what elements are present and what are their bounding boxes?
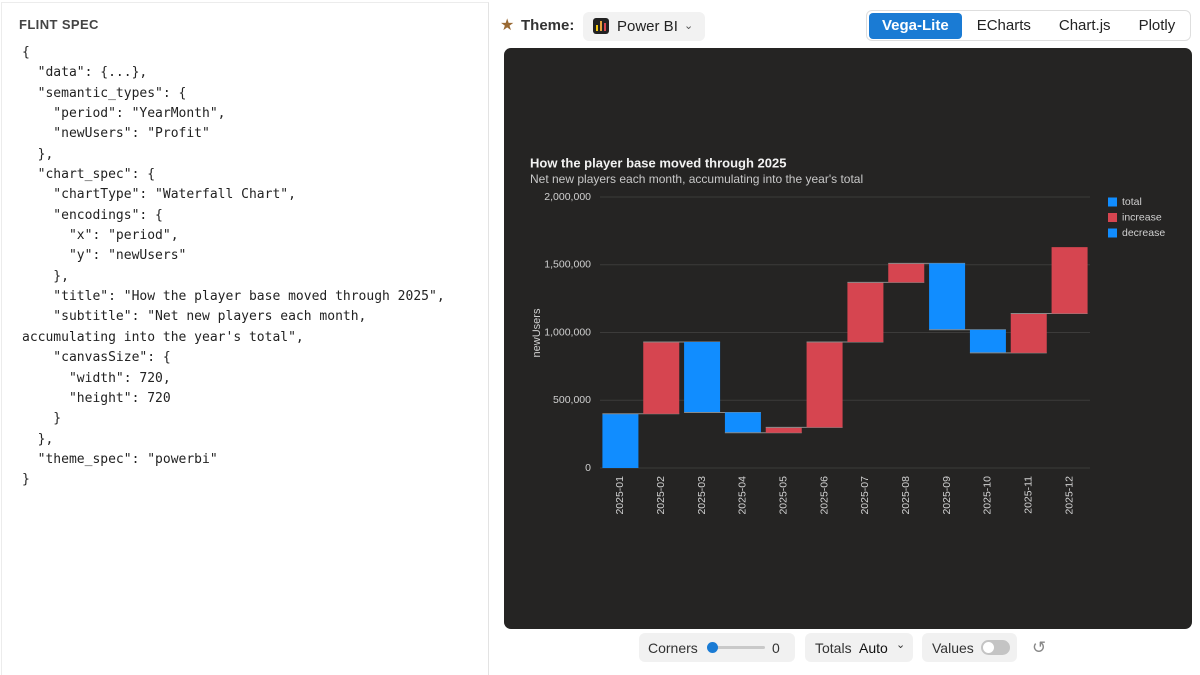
bar <box>888 263 925 283</box>
code-line: }, <box>22 431 54 447</box>
tab[interactable]: Chart.js <box>1058 16 1111 34</box>
x-tick-label: 2025-09 <box>941 476 953 515</box>
tab[interactable]: Vega-Lite <box>869 12 962 39</box>
legend-swatch <box>1108 228 1117 238</box>
code-line: accumulating into the year's total", <box>22 329 304 345</box>
totals-value: Auto <box>859 640 888 656</box>
x-tick-label: 2025-10 <box>982 476 994 515</box>
code-line: "y": "newUsers" <box>22 248 187 264</box>
code-line: } <box>22 411 62 427</box>
code-line: "subtitle": "Net new players each month, <box>22 309 367 325</box>
legend-swatch <box>1108 197 1117 207</box>
chart: How the player base moved through 2025 Ne… <box>530 155 1165 515</box>
library-tabs: Vega-Lite ECharts Chart.js Plotly <box>866 10 1191 41</box>
x-tick-label: 2025-08 <box>900 476 912 515</box>
x-tick-label: 2025-07 <box>859 476 871 515</box>
x-tick-label: 2025-11 <box>1023 476 1035 514</box>
y-tick-label: 0 <box>585 462 591 474</box>
y-tick-label: 500,000 <box>553 394 591 406</box>
chevron: ⌄ <box>896 639 906 651</box>
chart-panel: How the player base moved through 2025 Ne… <box>504 48 1192 629</box>
bar <box>969 329 1006 353</box>
y-axis-title: newUsers <box>531 308 543 357</box>
slider-track[interactable] <box>712 646 765 649</box>
spec-panel: FLINT SPEC { "data": {...}, "semantic_ty… <box>1 2 489 675</box>
code-line: "height": 720 <box>22 390 171 406</box>
corners-label: Corners <box>648 640 698 656</box>
code-line: { <box>22 45 30 60</box>
chart-title: How the player base moved through 2025 <box>530 155 786 170</box>
theme-label: Theme: <box>521 17 575 34</box>
bar <box>929 263 966 330</box>
y-tick-label: 1,000,000 <box>544 326 591 338</box>
legend-label: decrease <box>1122 227 1165 239</box>
code-line: "chartType": "Waterfall Chart", <box>22 187 296 203</box>
x-tick-label: 2025-04 <box>737 476 749 515</box>
code-line: "newUsers": "Profit" <box>22 126 210 142</box>
slider-knob[interactable] <box>707 642 718 653</box>
bar <box>724 412 761 433</box>
code-line: "semantic_types": { <box>22 85 187 101</box>
code-line: "theme_spec": "powerbi" <box>22 451 218 467</box>
code-line: "period": "YearMonth", <box>22 106 226 122</box>
values-toggle[interactable] <box>981 640 1010 655</box>
chevron: ⌄ <box>684 20 694 32</box>
code-line: "title": "How the player base moved thro… <box>22 289 445 305</box>
code-line: "chart_spec": { <box>22 167 156 183</box>
code-line: "canvasSize": { <box>22 350 171 366</box>
values-label: Values <box>932 640 974 656</box>
code-block: { "data": {...}, "semantic_types": { "pe… <box>22 43 445 491</box>
corners-value: 0 <box>772 640 780 656</box>
star-icon: ★ <box>500 17 515 34</box>
bar <box>765 427 802 433</box>
panel-title: FLINT SPEC <box>19 17 99 32</box>
x-tick-label: 2025-01 <box>614 476 626 515</box>
theme-name: Power BI <box>617 18 678 35</box>
x-tick-label: 2025-06 <box>818 476 830 515</box>
x-tick-label: 2025-03 <box>696 476 708 515</box>
legend-label: total <box>1122 196 1142 208</box>
bar <box>806 341 843 428</box>
tab[interactable]: Plotly <box>1138 16 1176 34</box>
values-control: Values <box>922 633 1017 662</box>
code-line: }, <box>22 268 69 284</box>
code-line: "data": {...}, <box>22 65 148 81</box>
bar <box>1051 247 1088 314</box>
x-tick-label: 2025-05 <box>778 476 790 515</box>
corners-control: Corners 0 <box>639 633 795 662</box>
legend-swatch <box>1108 213 1117 222</box>
x-tick-label: 2025-02 <box>655 476 667 515</box>
bar <box>684 341 721 413</box>
bar <box>1010 313 1047 353</box>
tab[interactable]: ECharts <box>976 16 1031 34</box>
y-tick-label: 1,500,000 <box>544 259 591 271</box>
code-line: }, <box>22 146 54 162</box>
bar <box>643 341 680 414</box>
bar <box>847 282 884 342</box>
totals-label: Totals <box>815 640 852 656</box>
bar <box>602 413 639 468</box>
toggle-knob <box>983 642 994 653</box>
theme-icon <box>593 18 609 34</box>
x-tick-label: 2025-12 <box>1063 476 1075 515</box>
code-line: "encodings": { <box>22 207 163 223</box>
code-line: "x": "period", <box>22 228 179 244</box>
chart-subtitle: Net new players each month, accumulating… <box>530 172 863 186</box>
code-line: } <box>22 472 30 488</box>
legend-label: increase <box>1122 211 1162 223</box>
reset-button[interactable]: ↺ <box>1032 638 1047 657</box>
totals-control[interactable]: Totals Auto ⌄ <box>805 633 913 662</box>
code-line: "width": 720, <box>22 370 171 386</box>
theme-dropdown[interactable]: Power BI ⌄ <box>583 12 705 41</box>
y-tick-label: 2,000,000 <box>544 191 591 203</box>
